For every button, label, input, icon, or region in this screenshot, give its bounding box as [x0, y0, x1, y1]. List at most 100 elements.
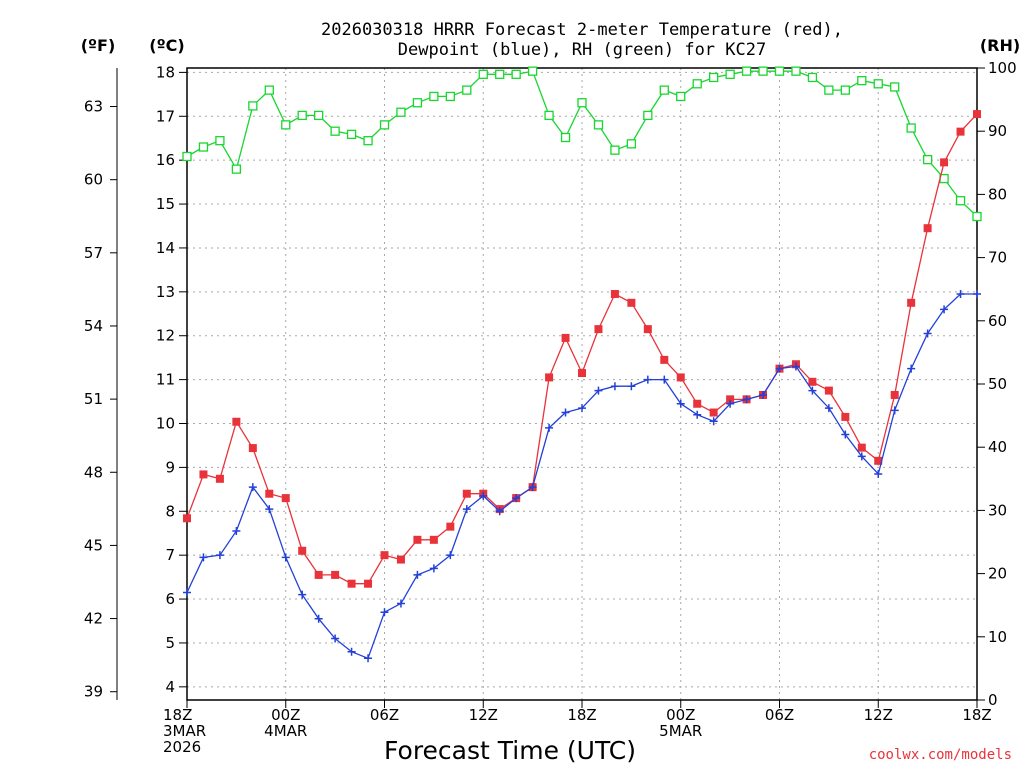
2-meter-temperature-point — [923, 224, 932, 233]
2-meter-temperature-point — [265, 489, 274, 498]
2-meter-temperature-point — [446, 522, 455, 531]
2-meter-temperature-point — [610, 290, 619, 299]
axes: 4567891011121314151617183942454851545760… — [84, 59, 1017, 756]
x-tick-label: 00Z — [271, 706, 300, 724]
title-line: 2026030318 HRRR Forecast 2-meter Tempera… — [321, 20, 843, 40]
rh-point — [906, 123, 916, 133]
rh-point — [857, 75, 867, 86]
dewpoint-point — [314, 614, 323, 623]
dewpoint-point — [545, 423, 554, 432]
2-meter-temperature-point — [183, 514, 191, 523]
rh-point — [774, 66, 785, 76]
fahrenheit-tick-label: 54 — [84, 317, 103, 335]
rh-point — [840, 85, 850, 95]
fahrenheit-tick-label: 45 — [84, 536, 103, 554]
rh-tick-label: 20 — [988, 565, 1007, 583]
dewpoint-point — [791, 362, 800, 371]
rh-point — [495, 69, 505, 79]
title-line: Dewpoint (blue), RH (green) for KC27 — [398, 40, 766, 60]
2-meter-temperature-point — [907, 298, 916, 307]
2-meter-temperature-point — [462, 489, 471, 498]
x-tick-label: 18Z — [163, 706, 192, 724]
rh-point — [511, 69, 521, 79]
x-tick-label: 18Z — [567, 706, 596, 724]
rh-point — [955, 196, 966, 206]
2-meter-temperature-point — [726, 395, 735, 404]
rh-point — [676, 91, 686, 102]
rh-point — [396, 107, 406, 117]
dewpoint-point — [940, 305, 949, 314]
2-meter-temperature-point — [693, 399, 702, 408]
2-meter-temperature-point — [890, 390, 899, 399]
2-meter-temperature-point — [429, 535, 438, 544]
2-meter-temperature-point — [841, 412, 850, 421]
celsius-tick-label: 5 — [165, 634, 175, 652]
rh-tick-label: 80 — [988, 185, 1007, 203]
rh-tick-label: 70 — [988, 249, 1007, 267]
rh-tick-label: 100 — [988, 59, 1017, 77]
celsius-header: (ºC) — [149, 36, 184, 55]
dewpoint-point — [347, 647, 356, 656]
rh-point — [215, 136, 225, 146]
dewpoint-point — [331, 634, 340, 643]
2-meter-temperature-point — [578, 369, 586, 378]
dewpoint-point — [199, 553, 208, 562]
dewpoint-point — [907, 364, 916, 373]
rh-point — [709, 72, 719, 83]
rh-point — [626, 139, 637, 149]
2-meter-temperature-point — [314, 570, 323, 579]
rh-point — [297, 110, 307, 121]
rh-point — [527, 66, 538, 76]
dewpoint-point — [364, 654, 373, 663]
dewpoint-point — [709, 417, 718, 426]
2-meter-temperature-point — [874, 456, 883, 465]
rh-point — [445, 91, 455, 102]
dewpoint-point — [183, 588, 191, 597]
rh-point — [692, 79, 702, 89]
rh-point — [231, 164, 242, 174]
2-meter-temperature-point — [331, 570, 340, 579]
dewpoint-point — [808, 386, 817, 395]
2-meter-temperature-point — [545, 373, 554, 382]
rh-tick-label: 50 — [988, 375, 1007, 393]
rh-point — [643, 110, 653, 121]
2-meter-temperature-point — [808, 377, 817, 386]
rh-point — [922, 154, 933, 165]
rh-point — [791, 66, 801, 76]
dewpoint-point — [265, 505, 274, 514]
x-tick-label: 12Z — [864, 706, 893, 724]
celsius-tick-label: 16 — [156, 151, 175, 169]
dewpoint-point — [512, 494, 521, 503]
2-meter-temperature-point — [561, 333, 570, 342]
rh-point — [659, 85, 669, 95]
rh-tick-label: 0 — [988, 691, 998, 709]
rh-point — [560, 132, 571, 143]
rh-point — [610, 145, 620, 155]
x-tick-label: 00Z — [666, 706, 695, 724]
credit-text: coolwx.com/models — [869, 747, 1012, 763]
rh-point — [281, 120, 291, 130]
rh-tick-label: 60 — [988, 312, 1007, 330]
2-meter-temperature-point — [824, 386, 833, 395]
rh-point — [462, 85, 472, 95]
rh-point — [429, 91, 439, 102]
dewpoint-point — [413, 570, 422, 579]
celsius-tick-label: 14 — [156, 239, 175, 257]
x-tick-label: 06Z — [370, 706, 399, 724]
rh-point — [544, 110, 554, 121]
dewpoint-point — [232, 527, 241, 536]
2-meter-temperature-point — [215, 474, 224, 483]
dewpoint-point — [660, 375, 669, 384]
2-meter-temperature-point — [643, 325, 652, 334]
dewpoint-point — [429, 564, 438, 573]
x-tick-label: 5MAR — [659, 722, 702, 740]
dewpoint-point — [578, 404, 586, 413]
celsius-tick-label: 10 — [156, 415, 175, 433]
rh-point — [379, 120, 390, 130]
rh-point — [824, 85, 834, 95]
2-meter-temperature-point — [248, 444, 257, 453]
celsius-tick-label: 15 — [156, 195, 175, 213]
rh-point — [182, 151, 192, 162]
series — [182, 66, 982, 663]
rh-tick-label: 30 — [988, 501, 1007, 519]
